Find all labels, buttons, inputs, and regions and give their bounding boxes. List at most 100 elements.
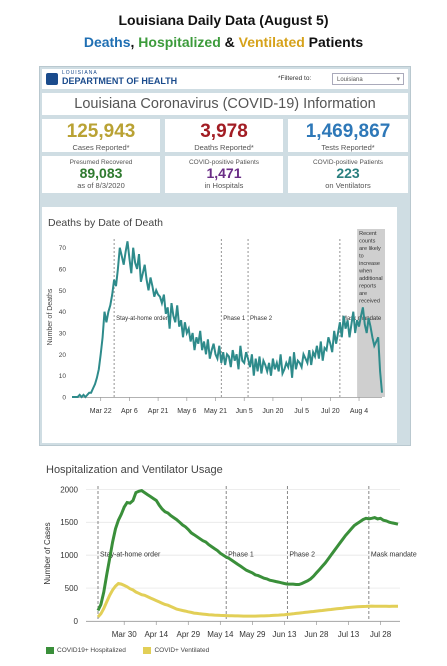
filter-label: *Filtered to: (278, 75, 312, 82)
stat-label: Presumed Recovered (69, 159, 133, 166)
y-tick-label: 0 (74, 617, 79, 626)
x-tick-label: Jul 20 (321, 408, 340, 415)
y-tick-label: 70 (59, 245, 67, 252)
y-tick-label: 10 (59, 373, 67, 380)
logo-small-text: LOUISIANA (62, 70, 98, 76)
hosp-chart-title: Hospitalization and Ventilator Usage (46, 464, 223, 476)
event-annotation: Phase 2 (289, 551, 315, 558)
subtitle-sep1: , (130, 34, 139, 50)
deaths-series-line (72, 241, 383, 399)
stat-value: 89,083 (79, 165, 123, 181)
x-tick-label: Apr 21 (148, 408, 169, 415)
deaths-chart-title: Deaths by Date of Death (48, 217, 163, 229)
event-annotation: Stay-at-home order (100, 551, 161, 558)
stat-card-hospital: COVID-positive Patients 1,471 in Hospita… (165, 156, 283, 193)
shade-note-line: are (359, 291, 367, 297)
shade-note-line: counts (359, 239, 375, 245)
ldh-logo-icon (46, 73, 58, 85)
x-tick-label: Jul 28 (370, 630, 392, 639)
hosp-chart: 0 500 1000 1500 2000 Number of Cases Mar 30 Apr… (43, 485, 417, 639)
y-tick-label: 40 (59, 309, 67, 316)
x-tick-label: May 29 (239, 630, 266, 639)
shade-note-line: additional (359, 276, 383, 282)
stat-caption: Tests Reported* (321, 143, 375, 152)
stat-card-ventilators: COVID-positive Patients 223 on Ventilato… (288, 156, 408, 193)
subtitle-sep2: & (220, 34, 239, 50)
x-tick-label: Apr 29 (177, 630, 201, 639)
stat-value: 125,943 (66, 121, 136, 142)
shade-note-line: are likely (359, 246, 381, 252)
hosp-legend: COVID19+ Hospitalized COVID+ Ventilated (46, 647, 209, 654)
stat-value: 3,978 (200, 121, 248, 142)
filter-select[interactable]: Louisiana ▾ (332, 73, 404, 85)
x-tick-label: May 21 (204, 408, 227, 415)
event-annotation: Phase 2 (250, 316, 273, 322)
shade-note-line: to (359, 254, 364, 260)
y-tick-label: 1500 (60, 518, 78, 527)
x-tick-label: Apr 14 (144, 630, 168, 639)
dashboard-title: Louisiana Coronavirus (COVID-19) Informa… (42, 93, 408, 115)
y-tick-label: 500 (65, 584, 79, 593)
x-tick-label: Apr 6 (121, 408, 138, 415)
page-title: Louisiana Daily Data (August 5) (118, 12, 329, 28)
subtitle-patients: Patients (304, 34, 364, 50)
stat-card-tests: 1,469,867 Tests Reported* (288, 119, 408, 152)
y-axis-label: Number of Deaths (47, 288, 54, 345)
y-tick-label: 60 (59, 267, 67, 274)
shade-note-line: Recent (359, 231, 377, 237)
legend-swatch-ventilated (143, 647, 152, 654)
stat-caption: on Ventilators (325, 181, 371, 190)
event-annotation: Stay-at-home order (116, 316, 168, 322)
legend-label: COVID+ Ventilated (154, 647, 210, 655)
chevron-down-icon: ▾ (396, 76, 400, 83)
event-annotation: Phase 1 (228, 551, 254, 558)
x-tick-label: Jun 28 (304, 630, 329, 639)
shade-note-line: received (359, 299, 380, 305)
stat-value: 223 (336, 165, 360, 181)
event-annotation: Phase 1 (223, 316, 246, 322)
stat-caption: as of 8/3/2020 (77, 181, 125, 190)
dashboard-panel: LOUISIANA DEPARTMENT OF HEALTH *Filtered… (39, 66, 411, 446)
stat-caption: Cases Reported* (72, 143, 130, 152)
subtitle-hospitalized: Hospitalized (138, 34, 221, 50)
y-tick-label: 2000 (60, 485, 78, 494)
series-line-ventilated (96, 581, 398, 619)
stat-caption: Deaths Reported* (194, 143, 254, 152)
y-tick-label: 30 (59, 331, 67, 338)
x-tick-label: Jul 13 (338, 630, 360, 639)
legend-swatch-hospitalized (46, 647, 54, 654)
y-tick-label: 20 (59, 352, 67, 359)
deaths-chart-panel: Deaths by Date of Death Recent counts are … (42, 207, 397, 443)
x-tick-label: Aug 4 (350, 408, 368, 415)
logo-text: DEPARTMENT OF HEALTH (62, 76, 178, 86)
x-tick-label: May 14 (207, 630, 234, 639)
dashboard-topbar: LOUISIANA DEPARTMENT OF HEALTH *Filtered… (42, 69, 408, 89)
filter-select-value: Louisiana (337, 77, 363, 83)
shade-note-line: increase (359, 261, 380, 267)
stat-label: COVID-positive Patients (312, 159, 384, 166)
y-tick-label: 50 (59, 288, 67, 295)
stat-card-recovered: Presumed Recovered 89,083 as of 8/3/2020 (42, 156, 160, 193)
x-tick-label: Jul 5 (294, 408, 309, 415)
x-tick-label: Jun 13 (272, 630, 297, 639)
y-axis-label: Number of Cases (43, 522, 52, 584)
stat-card-deaths: 3,978 Deaths Reported* (165, 119, 283, 152)
x-tick-label: May 6 (177, 408, 196, 415)
event-annotation: Mask mandate (342, 316, 382, 322)
subtitle-deaths: Deaths (83, 34, 131, 50)
stat-value: 1,469,867 (305, 121, 391, 142)
stat-label: COVID-positive Patients (188, 159, 260, 166)
x-tick-label: Mar 22 (90, 408, 112, 415)
x-tick-label: Mar 30 (112, 630, 137, 639)
y-tick-label: 0 (62, 395, 66, 402)
stat-value: 1,471 (206, 165, 242, 181)
stat-card-cases: 125,943 Cases Reported* (42, 119, 160, 152)
y-tick-label: 1000 (60, 551, 78, 560)
event-annotation: Mask mandate (371, 551, 417, 558)
page-subtitle: Deaths, Hospitalized & Ventilated Patien… (0, 34, 447, 50)
x-tick-label: Jun 20 (262, 408, 283, 415)
subtitle-ventilated: Ventilated (238, 34, 305, 50)
legend-label: COVID19+ Hospitalized (57, 647, 126, 655)
shade-note-line: when (358, 269, 372, 275)
